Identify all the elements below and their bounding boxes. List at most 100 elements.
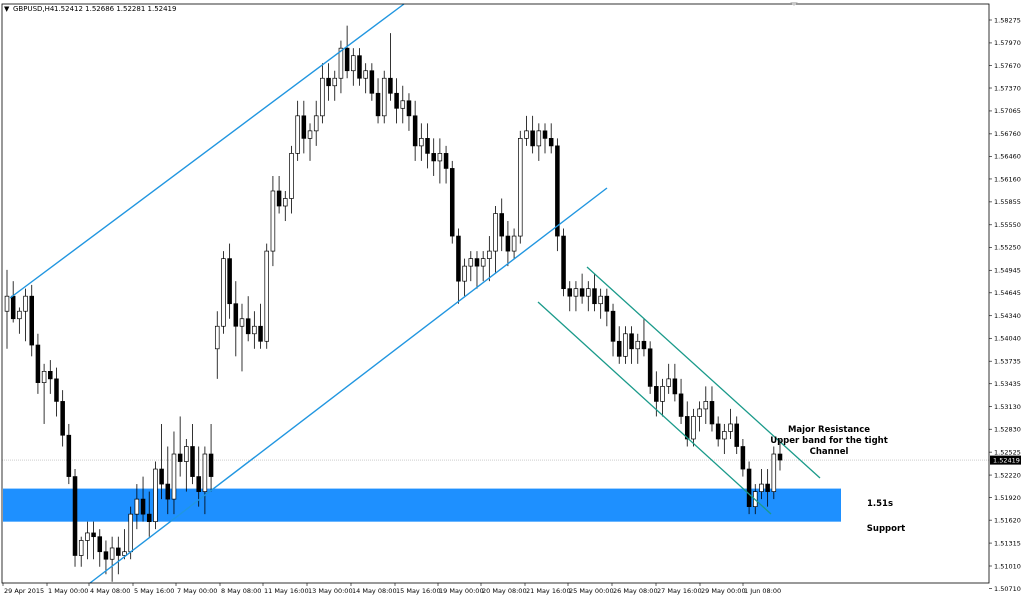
candle-body: [691, 416, 696, 440]
candle: [524, 115, 529, 146]
candle-body: [425, 138, 430, 154]
candle: [221, 251, 226, 334]
candle-body: [258, 325, 263, 342]
candle-body: [270, 190, 276, 252]
lower-channel-line[interactable]: [89, 187, 608, 584]
candle: [239, 303, 245, 372]
candle: [678, 378, 684, 424]
price-tick-label: 1.56460: [994, 153, 1021, 161]
price-tick-label: 1.51315: [994, 539, 1021, 547]
candle-body: [381, 77, 387, 117]
price-tick-label: 1.57970: [994, 39, 1021, 47]
time-tick-label: 13 May 00:00: [308, 587, 353, 595]
tight-channel-upper-line[interactable]: [586, 266, 821, 479]
candle-body: [592, 288, 597, 305]
candle-body: [666, 378, 671, 387]
candle: [511, 228, 517, 259]
candle-body: [468, 258, 474, 267]
candle: [146, 491, 152, 537]
candle-body: [190, 446, 195, 477]
candle: [555, 138, 560, 252]
tight-channel-lower-line[interactable]: [537, 301, 772, 515]
candle: [616, 326, 622, 364]
candle: [66, 423, 72, 485]
candle-body: [660, 386, 665, 402]
candle-body: [505, 235, 511, 252]
candle: [623, 326, 628, 364]
candle-body: [165, 483, 171, 500]
candle-body: [134, 498, 140, 515]
candle-body: [252, 325, 257, 335]
candle-body: [542, 130, 548, 139]
price-axis: 1.58275 1.57970 1.57670 1.57370 1.57065 1.567…: [989, 16, 1021, 593]
candle-body: [641, 340, 647, 350]
candle-body: [548, 138, 554, 147]
candle: [214, 311, 220, 379]
candle: [283, 190, 288, 222]
candle-body: [511, 235, 517, 252]
candle-body: [363, 70, 368, 79]
candle: [691, 408, 696, 447]
candle: [208, 423, 214, 492]
candle: [487, 236, 492, 282]
candle: [388, 33, 393, 101]
chart-dropdown-icon[interactable]: ▼: [4, 5, 10, 13]
candle: [660, 378, 665, 417]
candle-body: [524, 130, 529, 139]
price-tick-label: 1.54645: [994, 289, 1021, 297]
time-tick-label: 5 May 16:00: [134, 587, 174, 595]
current-price-label: 1.52419: [993, 457, 1020, 465]
candle-body: [295, 115, 300, 154]
candle: [641, 318, 647, 357]
candle: [289, 145, 294, 214]
candle-body: [122, 551, 127, 556]
candle: [60, 390, 65, 447]
candle-body: [140, 498, 146, 515]
candle: [499, 198, 504, 252]
candle: [542, 123, 548, 154]
price-tick-label: 1.58275: [994, 16, 1021, 24]
price-tick-label: 1.53130: [994, 403, 1021, 411]
candle-body: [684, 416, 690, 440]
candle: [301, 100, 307, 154]
candle: [190, 423, 195, 485]
price-tick-label: 1.52525: [994, 448, 1021, 456]
time-tick-label: 29 Apr 2015: [4, 587, 44, 595]
candle-body: [728, 423, 733, 432]
candle: [777, 439, 783, 471]
candle-body: [344, 47, 350, 72]
candle: [728, 408, 733, 439]
price-tick-label: 1.50710: [994, 585, 1021, 593]
shift-marker-icon[interactable]: [790, 2, 798, 6]
candle-body: [369, 70, 375, 94]
candle: [109, 536, 115, 582]
candle-body: [332, 77, 338, 87]
candle: [604, 288, 610, 327]
time-tick-label: 1 Jun 08:00: [744, 587, 781, 595]
candle-body: [623, 333, 628, 357]
upper-channel-line[interactable]: [9, 3, 405, 299]
candle: [140, 476, 146, 522]
candle: [184, 438, 189, 492]
candle: [165, 446, 171, 515]
price-tick-label: 1.54340: [994, 312, 1021, 320]
candle-body: [338, 47, 344, 79]
candle-body: [635, 340, 641, 350]
candle-body: [654, 386, 659, 402]
candle-body: [518, 138, 523, 237]
candle-body: [283, 198, 288, 207]
candle: [116, 536, 121, 575]
candle: [91, 521, 96, 560]
candle-body: [196, 476, 201, 492]
candle-body: [54, 378, 59, 402]
candle: [233, 281, 239, 357]
candle-body: [487, 250, 492, 259]
time-tick-label: 19 May 00:00: [439, 587, 484, 595]
candle-body: [759, 483, 764, 492]
candle: [103, 540, 109, 575]
candle: [338, 40, 344, 94]
candle: [202, 446, 208, 515]
candle-body: [499, 213, 504, 237]
